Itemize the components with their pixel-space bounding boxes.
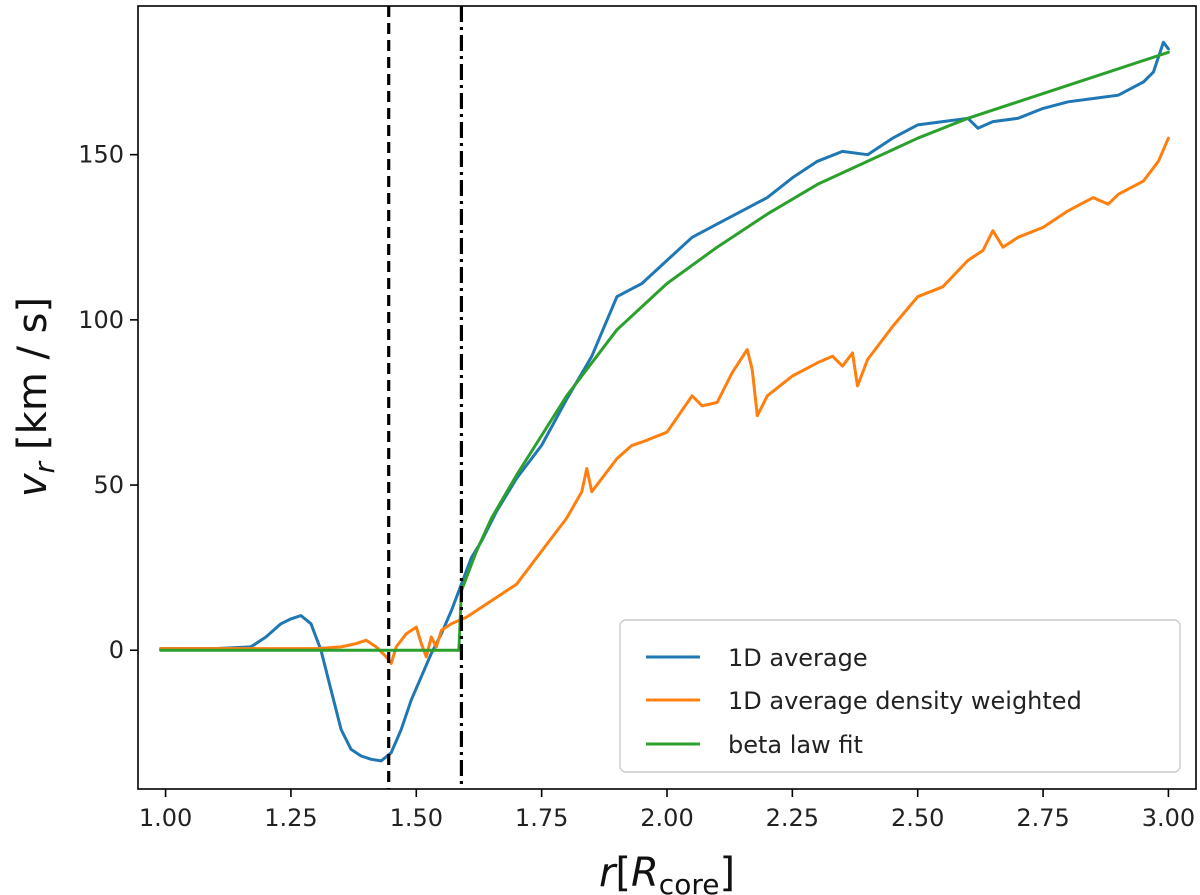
y-axis-label-unit: [km / s] [10, 297, 56, 450]
vline-layer [387, 6, 464, 789]
y-tick-label: 100 [78, 306, 124, 334]
x-axis-label-R: R [631, 850, 659, 895]
tick-layer: 1.00 1.25 1.50 1.75 2.00 2.25 2.50 2.75 3.00 0 50 1… [78, 141, 1195, 832]
x-tick-label: 2.75 [1016, 804, 1069, 832]
x-axis-label-subscript: core [659, 868, 720, 895]
x-axis-label-r: r [599, 850, 618, 895]
x-axis-label-bracket-open: [ [615, 850, 631, 895]
x-tick-label: 2.25 [766, 804, 819, 832]
x-tick-label: 1.75 [515, 804, 568, 832]
series-line-1d-average-density-weighted [159, 136, 1170, 665]
y-tick-label: 0 [109, 636, 124, 664]
legend-label-beta-law: beta law fit [728, 731, 863, 759]
legend-box [619, 619, 1181, 773]
y-axis-label-v: v [10, 472, 56, 497]
series-line-1d-average [159, 40, 1170, 763]
x-tick-label: 2.50 [891, 804, 944, 832]
legend-label-1d-average: 1D average [728, 644, 868, 672]
x-tick-label: 1.00 [139, 804, 192, 832]
series-line-beta-law-fit [159, 50, 1170, 652]
legend: 1D average 1D average density weighted b… [619, 619, 1181, 773]
y-axis-label-subscript: r [28, 460, 61, 473]
y-tick-label: 50 [93, 471, 124, 499]
x-tick-label: 1.50 [390, 804, 443, 832]
x-axis-label: r[Rcore] [599, 850, 735, 895]
legend-label-density-weighted: 1D average density weighted [728, 687, 1082, 715]
x-axis-label-bracket-close: ] [719, 850, 735, 895]
plot-frame [137, 5, 1197, 790]
y-tick-label: 150 [78, 141, 124, 169]
series-layer [159, 40, 1170, 763]
x-tick-label: 2.00 [640, 804, 693, 832]
x-tick-label: 1.25 [264, 804, 317, 832]
y-axis-label: vr [km / s] [10, 297, 61, 497]
x-tick-label: 3.00 [1142, 804, 1195, 832]
